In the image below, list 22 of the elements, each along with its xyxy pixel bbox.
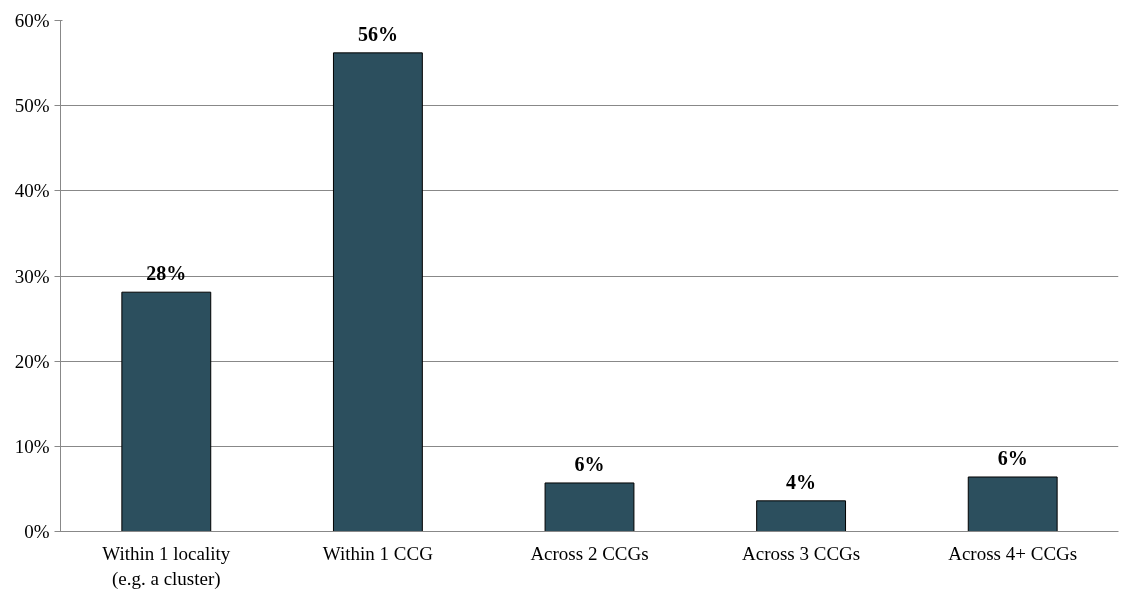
x-tick-label: Across 3 CCGs (741, 542, 861, 564)
bar (756, 500, 847, 532)
data-label: 6% (997, 446, 1028, 469)
x-tick-label: Across 2 CCGs (530, 542, 649, 564)
y-tick-label: 60% (14, 10, 50, 31)
y-tick-label: 30% (14, 265, 50, 287)
x-tick-label: Within 1 locality (e.g. a cluster) (102, 542, 231, 590)
bar (544, 482, 635, 532)
y-tick-label: 40% (14, 180, 50, 202)
data-label: 6% (574, 452, 605, 475)
y-tick-label: 0% (24, 521, 50, 542)
y-tick-label: 50% (14, 95, 50, 117)
bar (332, 52, 423, 532)
data-label: 28% (146, 262, 187, 285)
x-tick-label: Within 1 CCG (322, 542, 434, 564)
x-tick-label: Across 4+ CCGs (948, 542, 1078, 564)
bar (121, 291, 212, 532)
data-label: 4% (786, 470, 817, 493)
bar (967, 476, 1058, 532)
y-tick-label: 10% (14, 435, 50, 457)
y-tick-label: 20% (14, 350, 50, 372)
data-label: 56% (357, 22, 398, 45)
